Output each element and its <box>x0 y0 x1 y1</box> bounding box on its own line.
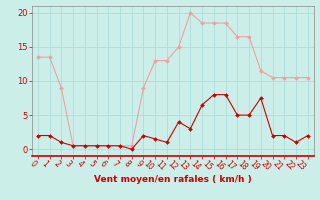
X-axis label: Vent moyen/en rafales ( km/h ): Vent moyen/en rafales ( km/h ) <box>94 175 252 184</box>
